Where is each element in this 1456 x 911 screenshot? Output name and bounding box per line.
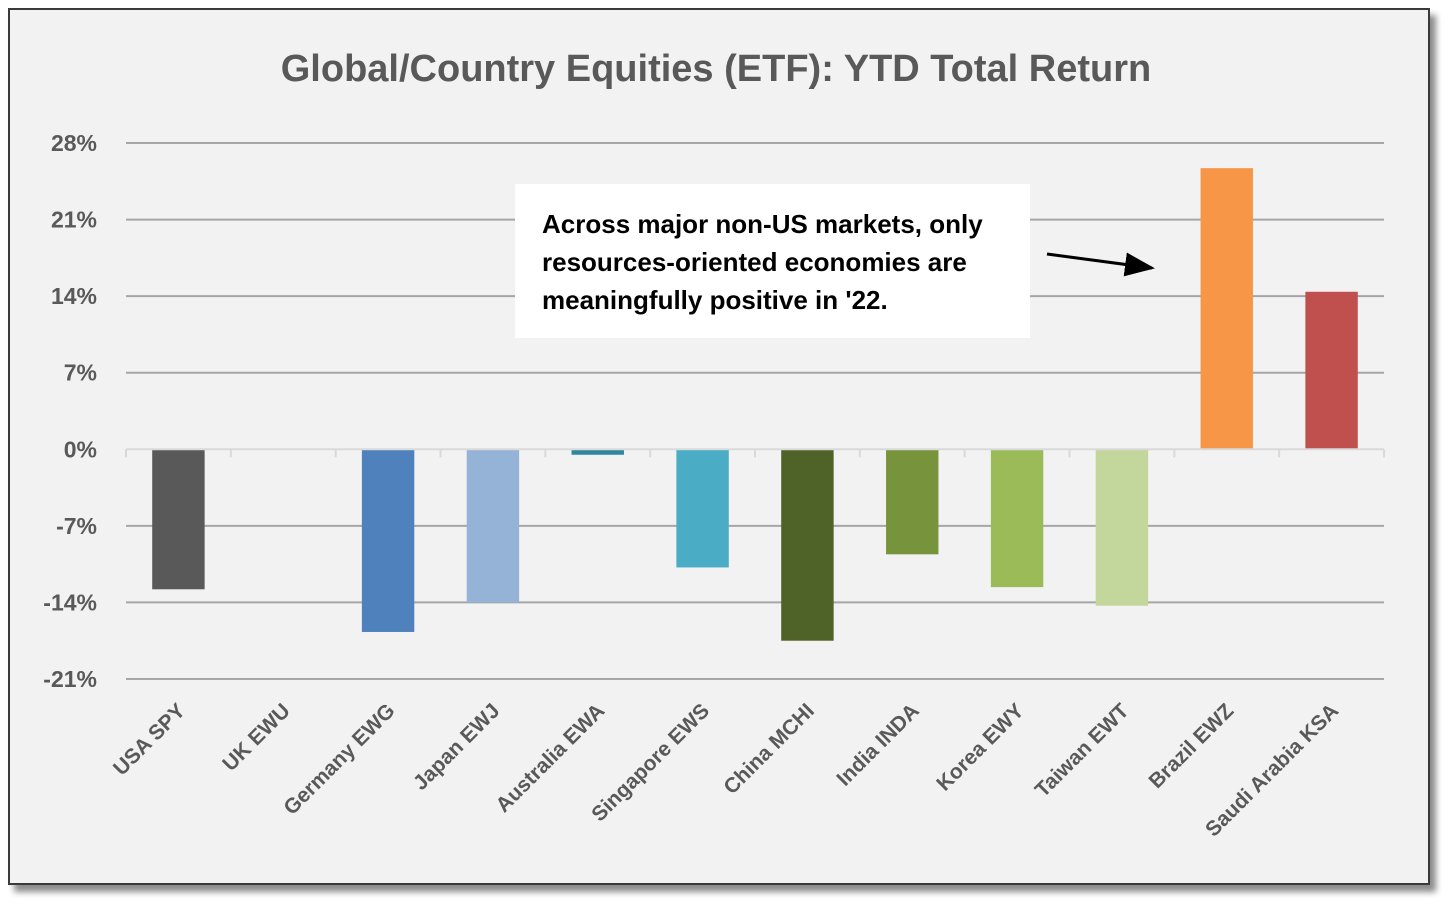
chart-frame — [8, 8, 1430, 885]
zero-axis — [125, 448, 1385, 458]
y-axis-ticks: 28% 21% 14% 7% 0% -7% -14% -21% — [43, 130, 97, 692]
y-tick-label: 28% — [51, 130, 97, 156]
bar — [676, 449, 729, 568]
x-tick-label: Germany EWG — [279, 699, 399, 819]
bar — [886, 449, 939, 555]
y-tick-label: -14% — [43, 589, 97, 615]
gridlines — [126, 142, 1384, 680]
x-tick-label: Taiwan EWT — [1031, 699, 1134, 802]
bar — [990, 449, 1044, 588]
y-tick-label: 7% — [64, 360, 97, 386]
y-tick-label: 0% — [64, 436, 97, 462]
x-tick-label: Korea EWY — [932, 699, 1028, 795]
bar — [466, 449, 520, 603]
bar — [571, 449, 624, 455]
x-tick-label: Australia EWA — [492, 699, 610, 817]
annotation-line-2: resources-oriented economies are — [542, 247, 967, 277]
bar — [1305, 291, 1358, 450]
y-tick-label: -7% — [56, 513, 97, 539]
bar — [1200, 168, 1253, 450]
annotation-line-3: meaningfully positive in '22. — [542, 285, 888, 315]
annotation-box: Across major non-US markets, only resour… — [515, 184, 1030, 338]
x-tick-label: India INDA — [832, 699, 923, 790]
bar — [152, 449, 205, 590]
y-tick-label: -21% — [43, 666, 97, 692]
x-tick-label: USA SPY — [109, 699, 190, 780]
y-tick-label: 21% — [51, 207, 97, 233]
x-tick-label: UK EWU — [218, 699, 294, 775]
annotation-line-1: Across major non-US markets, only — [542, 209, 983, 239]
annotation-background — [515, 184, 1030, 338]
x-tick-label: Japan EWJ — [409, 699, 504, 794]
y-tick-label: 14% — [51, 283, 97, 309]
bar — [1095, 449, 1149, 606]
chart-title: Global/Country Equities (ETF): YTD Total… — [281, 48, 1151, 90]
x-tick-label: China MCHI — [719, 699, 819, 799]
annotation-arrow — [1046, 252, 1155, 277]
bar — [781, 449, 834, 641]
bars — [152, 168, 1358, 641]
x-tick-label: Brazil EWZ — [1144, 699, 1238, 793]
bar — [361, 449, 415, 632]
